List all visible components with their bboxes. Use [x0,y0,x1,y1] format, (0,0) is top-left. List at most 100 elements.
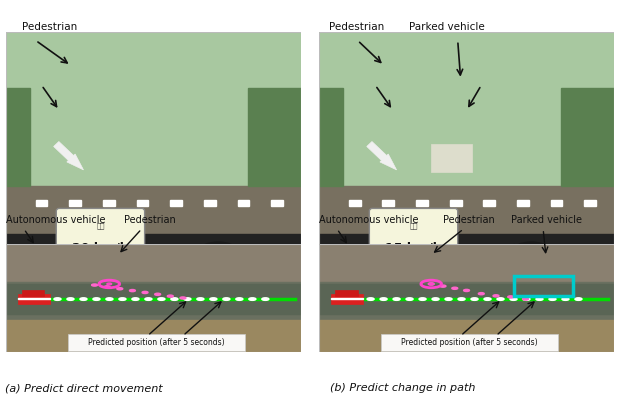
Bar [6,32,301,186]
Bar [319,320,614,352]
Circle shape [92,284,97,286]
Circle shape [41,298,48,300]
Circle shape [132,298,139,300]
Bar [450,200,461,206]
Text: 速度: 速度 [409,222,418,228]
Circle shape [155,293,161,295]
Circle shape [523,298,530,300]
Circle shape [117,288,123,290]
Bar [6,88,30,186]
Circle shape [419,298,426,300]
Bar [331,294,363,304]
Circle shape [80,298,87,300]
Circle shape [380,298,387,300]
Circle shape [236,298,243,300]
Circle shape [104,286,110,288]
Bar [247,88,301,186]
FancyBboxPatch shape [381,334,558,351]
Text: Parked vehicle: Parked vehicle [409,22,485,32]
Circle shape [575,298,582,300]
Circle shape [354,298,361,300]
Bar [237,200,249,206]
Circle shape [497,298,504,300]
Circle shape [119,298,126,300]
Circle shape [471,298,478,300]
Bar [36,200,48,206]
Circle shape [130,290,135,292]
Bar [6,284,301,314]
FancyBboxPatch shape [68,334,245,351]
Bar [6,282,301,320]
Circle shape [464,289,469,292]
Text: 15 km/h: 15 km/h [385,241,442,254]
Bar [22,290,45,296]
Circle shape [262,298,269,300]
Circle shape [508,296,514,298]
Circle shape [440,285,446,287]
Bar [432,144,472,172]
Circle shape [496,242,567,309]
Bar [6,186,301,312]
FancyArrow shape [54,142,84,170]
FancyBboxPatch shape [370,208,458,264]
Circle shape [171,298,178,300]
Circle shape [406,298,413,300]
Text: (a) Predict direct movement: (a) Predict direct movement [5,383,162,393]
Bar [18,294,50,304]
Circle shape [510,298,517,300]
Circle shape [249,298,256,300]
Circle shape [107,283,112,285]
Text: Pedestrian: Pedestrian [329,22,384,32]
Circle shape [452,287,458,289]
Bar [416,200,428,206]
Bar [348,200,360,206]
Circle shape [445,298,452,300]
Circle shape [180,297,186,299]
Circle shape [158,298,165,300]
Bar [319,88,343,186]
Bar [319,32,614,186]
Text: Parked vehicle: Parked vehicle [511,214,582,224]
Text: Predicted position (after 5 seconds): Predicted position (after 5 seconds) [401,338,538,347]
Circle shape [197,298,204,300]
Bar [272,200,283,206]
Bar [335,290,358,296]
Bar [513,276,572,296]
Circle shape [367,298,374,300]
Bar [6,234,301,312]
Circle shape [458,298,465,300]
Bar [484,200,495,206]
Bar [6,320,301,352]
Circle shape [183,242,254,309]
Circle shape [54,298,61,300]
Circle shape [142,291,148,294]
Bar [69,200,81,206]
Circle shape [536,298,543,300]
Circle shape [201,259,236,292]
Text: Pedestrian: Pedestrian [443,214,495,224]
Circle shape [513,259,549,292]
Circle shape [223,298,230,300]
FancyBboxPatch shape [319,270,472,309]
Text: 20 km/h: 20 km/h [72,241,129,254]
Circle shape [429,283,433,285]
Bar [331,298,363,300]
Circle shape [562,298,569,300]
Circle shape [523,298,528,300]
Circle shape [167,295,173,297]
Circle shape [393,298,400,300]
Circle shape [484,298,491,300]
Circle shape [493,295,499,297]
Bar [560,88,614,186]
Circle shape [432,298,439,300]
Circle shape [93,298,100,300]
Text: Autonomous vehicle: Autonomous vehicle [319,214,418,224]
Bar [584,200,596,206]
Bar [319,234,614,312]
Bar [136,200,148,206]
Circle shape [145,298,152,300]
Bar [383,200,394,206]
Bar [319,284,614,314]
Circle shape [479,293,484,295]
Circle shape [428,283,434,285]
